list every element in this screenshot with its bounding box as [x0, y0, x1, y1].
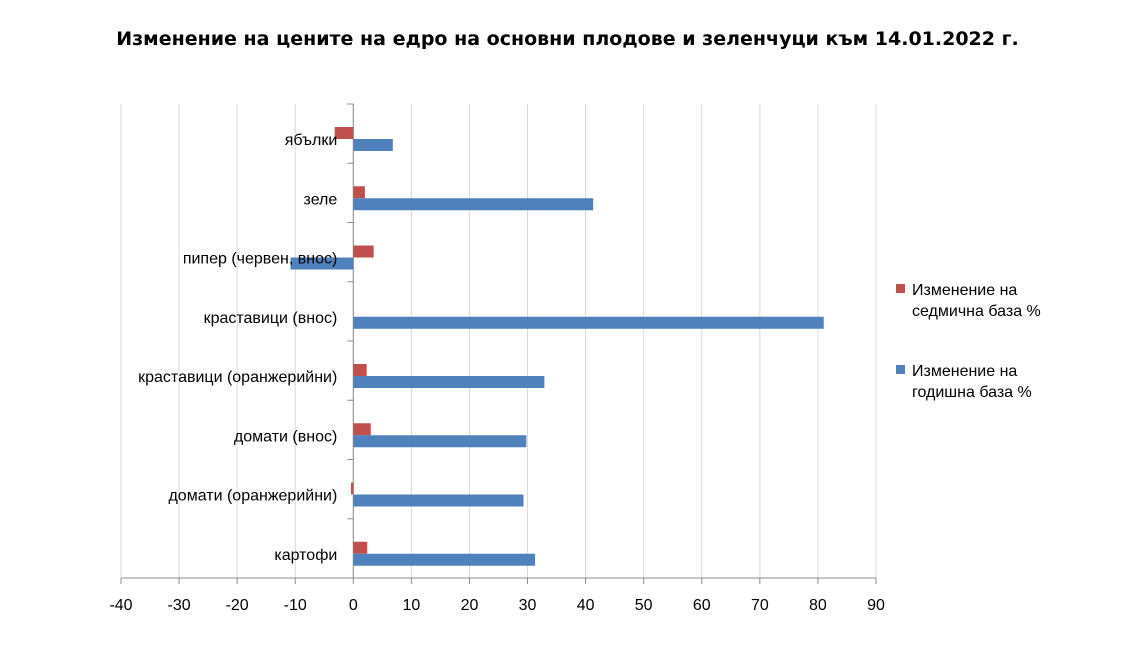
x-tick-label: 70 — [751, 597, 769, 614]
chart-title: Изменение на цените на едро на основни п… — [116, 28, 1019, 50]
bar-weekly — [350, 482, 354, 495]
bar-annual — [353, 139, 393, 151]
category-label: краставици (внос) — [204, 310, 338, 327]
bar-weekly — [353, 541, 368, 554]
category-label: краставици (оранжерийни) — [138, 369, 337, 386]
x-tick-label: 0 — [349, 597, 358, 614]
x-tick-label: -30 — [168, 597, 191, 614]
x-tick-label: 20 — [461, 597, 479, 614]
bar-annual — [353, 553, 536, 566]
bar-annual — [290, 257, 354, 270]
x-tick-label: 60 — [693, 597, 711, 614]
x-tick-label: 80 — [809, 597, 827, 614]
bar-annual — [353, 316, 824, 329]
legend-item-weekly: Изменение на седмична база % — [896, 280, 1096, 322]
category-label: зеле — [304, 191, 338, 208]
bar-weekly — [334, 127, 354, 139]
bar-weekly — [353, 423, 371, 436]
bar-annual — [353, 376, 545, 388]
category-label: ябълки — [285, 132, 338, 149]
category-label: картофи — [274, 547, 337, 564]
x-tick-label: 30 — [519, 597, 537, 614]
legend-swatch-annual — [896, 365, 905, 374]
bar-annual — [353, 494, 524, 507]
x-tick-label: 10 — [402, 597, 420, 614]
bar-weekly — [353, 245, 374, 258]
legend-label-weekly: Изменение на седмична база % — [912, 282, 1041, 320]
legend-item-annual: Изменение на годишна база % — [896, 361, 1096, 403]
x-tick-label: -20 — [226, 597, 249, 614]
legend-swatch-weekly — [896, 284, 905, 293]
category-label: пипер (червен, внос) — [183, 251, 337, 268]
bar-annual — [353, 198, 594, 211]
x-tick-label: 90 — [867, 597, 885, 614]
x-tick-label: 40 — [577, 597, 595, 614]
category-label: домати (оранжерийни) — [168, 488, 337, 505]
legend: Изменение на седмична база % Изменение н… — [896, 280, 1096, 403]
x-tick-label: 50 — [635, 597, 653, 614]
x-tick-label: -40 — [109, 597, 132, 614]
category-label: домати (внос) — [234, 428, 337, 445]
legend-label-annual: Изменение на годишна база % — [912, 363, 1032, 401]
x-tick-label: -10 — [284, 597, 307, 614]
bar-annual — [353, 435, 527, 448]
bar-weekly — [353, 364, 367, 376]
bar-weekly — [353, 186, 365, 199]
